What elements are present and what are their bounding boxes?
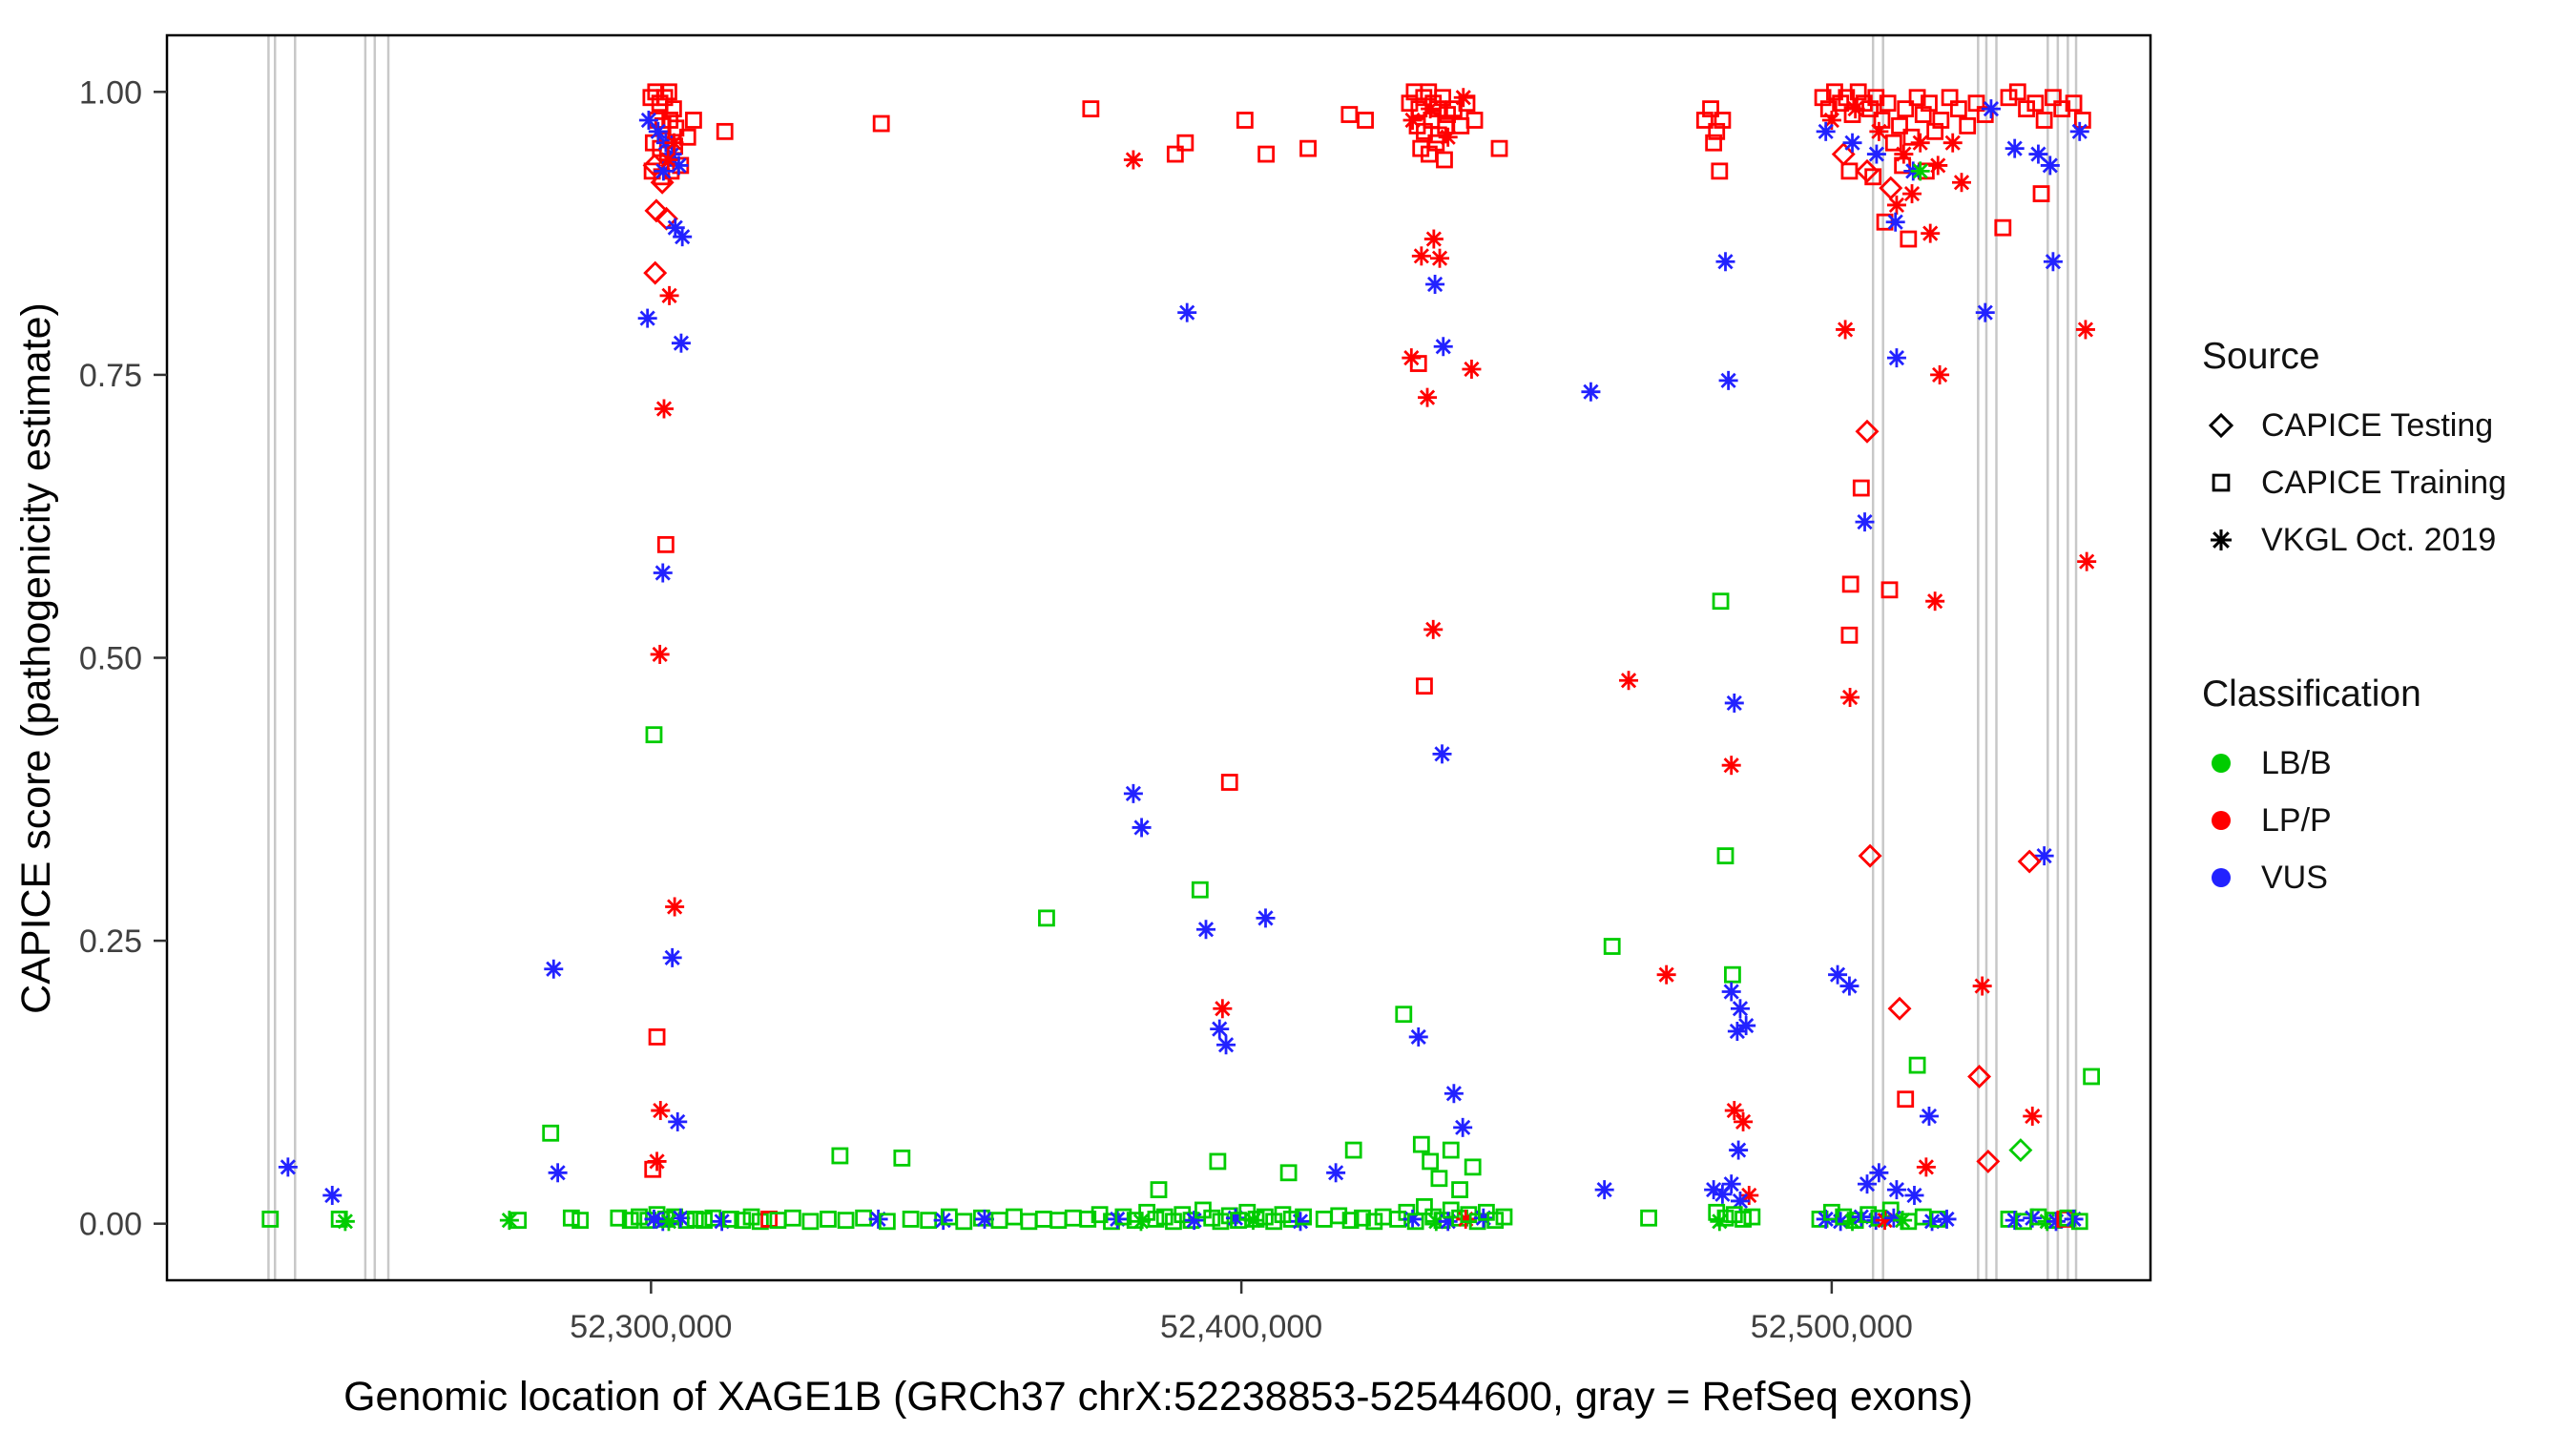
square-shape-icon bbox=[2202, 464, 2240, 502]
legend-item-lbb: LB/B bbox=[2202, 735, 2574, 792]
legend-source-group: Source CAPICE Testing CAPICE Training VK… bbox=[2202, 336, 2574, 569]
legend-label-capice-training: CAPICE Training bbox=[2261, 464, 2506, 501]
axes-layer: 52,300,000 52,400,000 52,500,000 0.00 0.25 0.… bbox=[79, 33, 2152, 1345]
diamond-shape-icon bbox=[2202, 406, 2240, 445]
data-points-layer bbox=[261, 83, 2101, 1232]
legend-label-vus: VUS bbox=[2261, 859, 2328, 896]
svg-text:52,400,000: 52,400,000 bbox=[1160, 1309, 1322, 1345]
legend-item-lpp: LP/P bbox=[2202, 792, 2574, 849]
red-dot-icon bbox=[2202, 801, 2240, 840]
legend-label-lbb: LB/B bbox=[2261, 744, 2332, 781]
x-axis-title: Genomic location of XAGE1B (GRCh37 chrX:… bbox=[343, 1374, 1973, 1420]
svg-text:1.00: 1.00 bbox=[79, 74, 142, 111]
legend-source-title: Source bbox=[2202, 336, 2320, 377]
blue-dot-icon bbox=[2202, 859, 2240, 897]
svg-text:0.50: 0.50 bbox=[79, 641, 142, 677]
legend-classification-group: Classification LB/B LP/P VUS bbox=[2202, 674, 2574, 906]
svg-text:0.00: 0.00 bbox=[79, 1207, 142, 1243]
asterisk-shape-icon bbox=[2202, 521, 2240, 559]
legend-item-capice-training: CAPICE Training bbox=[2202, 454, 2574, 511]
legend-label-lpp: LP/P bbox=[2261, 801, 2332, 839]
legend-item-capice-testing: CAPICE Testing bbox=[2202, 397, 2574, 454]
legend-label-vkgl: VKGL Oct. 2019 bbox=[2261, 521, 2497, 558]
svg-text:52,300,000: 52,300,000 bbox=[570, 1309, 732, 1345]
green-dot-icon bbox=[2202, 744, 2240, 782]
exon-lines-layer bbox=[267, 35, 2078, 1280]
svg-text:0.75: 0.75 bbox=[79, 358, 142, 394]
y-axis-title: CAPICE score (pathogenicity estimate) bbox=[13, 302, 59, 1014]
legend-item-vus: VUS bbox=[2202, 849, 2574, 906]
svg-text:52,500,000: 52,500,000 bbox=[1751, 1309, 1913, 1345]
legend-label-capice-testing: CAPICE Testing bbox=[2261, 406, 2494, 444]
legend-classification-title: Classification bbox=[2202, 674, 2421, 715]
legend-panel: Source CAPICE Testing CAPICE Training VK… bbox=[2202, 336, 2574, 906]
svg-text:0.25: 0.25 bbox=[79, 923, 142, 960]
legend-item-vkgl: VKGL Oct. 2019 bbox=[2202, 511, 2574, 569]
